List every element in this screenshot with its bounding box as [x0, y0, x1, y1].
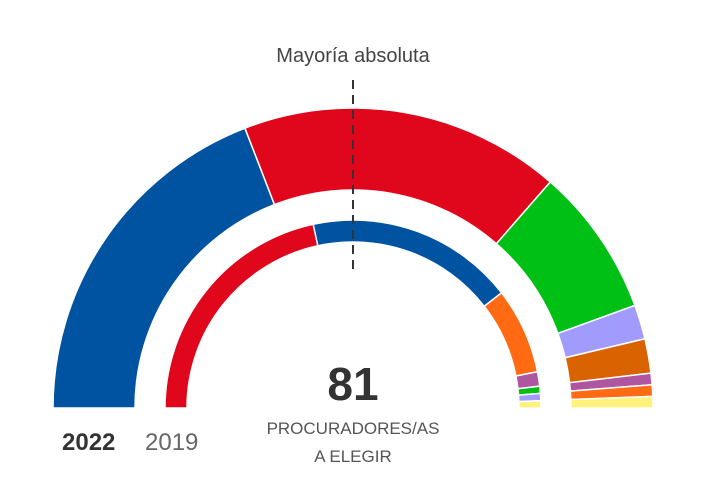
outer-ring-2022: [52, 107, 654, 409]
subtitle-line-2: A ELEGIR: [314, 447, 391, 466]
inner-ring-2019: [164, 219, 542, 409]
legend-year-2019: 2019: [145, 429, 198, 456]
legend-year-2022: 2022: [62, 429, 115, 456]
ring-2019-segment-2: [312, 219, 503, 308]
total-seats: 81: [327, 358, 378, 410]
ring-2019-segment-7: [518, 399, 542, 409]
ring-2022-segment-8: [570, 395, 654, 409]
ring-2022-segment-2: [243, 107, 552, 245]
ring-2019-segment-3: [483, 291, 539, 377]
majority-label: Mayoría absoluta: [276, 45, 430, 67]
subtitle-line-1: PROCURADORES/AS: [267, 419, 440, 438]
